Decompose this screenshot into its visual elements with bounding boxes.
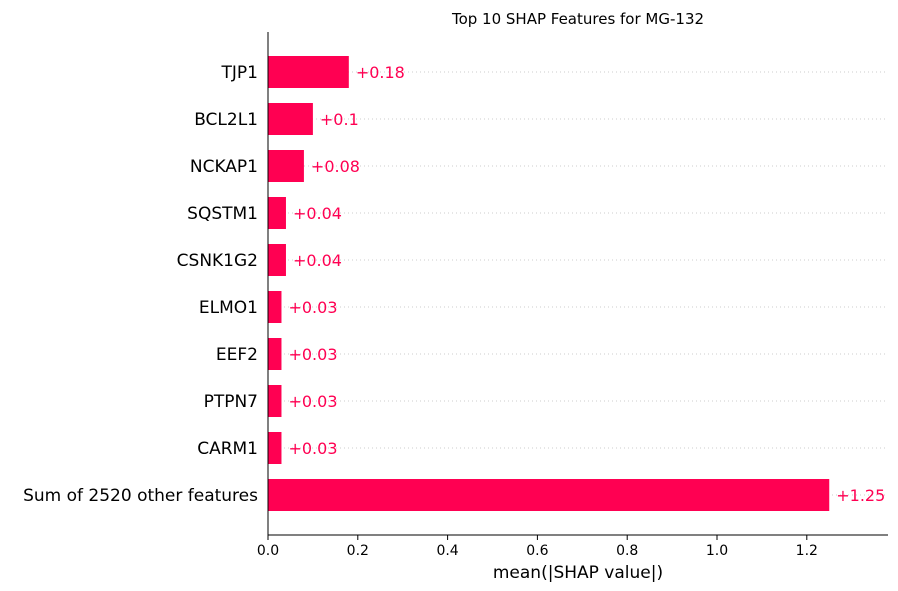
x-tick-label: 1.2 bbox=[796, 543, 818, 559]
value-label: +0.03 bbox=[288, 439, 337, 458]
category-label: NCKAP1 bbox=[190, 157, 258, 177]
bar bbox=[268, 197, 286, 229]
bar bbox=[268, 56, 349, 88]
value-label: +0.03 bbox=[288, 298, 337, 317]
category-label: BCL2L1 bbox=[194, 110, 258, 130]
value-label: +1.25 bbox=[836, 486, 885, 505]
category-label: TJP1 bbox=[221, 63, 258, 83]
value-label: +0.08 bbox=[311, 157, 360, 176]
bar bbox=[268, 291, 282, 323]
bar bbox=[268, 385, 282, 417]
category-label: PTPN7 bbox=[204, 392, 258, 412]
bar-group bbox=[268, 56, 830, 511]
bar bbox=[268, 103, 313, 135]
value-label: +0.1 bbox=[320, 110, 359, 129]
x-tick-label: 0.4 bbox=[436, 543, 458, 559]
category-label: EEF2 bbox=[216, 345, 258, 365]
category-label: SQSTM1 bbox=[187, 204, 258, 224]
x-tick-label: 0.0 bbox=[257, 543, 279, 559]
category-label: ELMO1 bbox=[199, 298, 258, 318]
value-label: +0.03 bbox=[288, 345, 337, 364]
chart-title: Top 10 SHAP Features for MG-132 bbox=[451, 10, 704, 28]
axes bbox=[267, 32, 888, 536]
value-labels: +0.18 +0.1 +0.08 +0.04 +0.04 +0.03 +0.03 +0.03 +… bbox=[288, 63, 885, 505]
x-tick-label: 1.0 bbox=[706, 543, 728, 559]
x-tick-label: 0.6 bbox=[526, 543, 548, 559]
x-ticks: 0.0 0.2 0.4 0.6 0.8 1.0 1.2 bbox=[257, 535, 818, 559]
x-tick-label: 0.8 bbox=[616, 543, 638, 559]
category-label: CARM1 bbox=[197, 439, 258, 459]
value-label: +0.04 bbox=[293, 204, 342, 223]
bar bbox=[268, 338, 282, 370]
x-tick-label: 0.2 bbox=[347, 543, 369, 559]
category-label: Sum of 2520 other features bbox=[23, 486, 258, 506]
bar bbox=[268, 244, 286, 276]
bar bbox=[268, 150, 304, 182]
x-axis-label: mean(|SHAP value|) bbox=[493, 563, 663, 583]
value-label: +0.04 bbox=[293, 251, 342, 270]
guide-lines bbox=[268, 71, 888, 496]
value-label: +0.03 bbox=[288, 392, 337, 411]
value-label: +0.18 bbox=[356, 63, 405, 82]
category-labels: TJP1 BCL2L1 NCKAP1 SQSTM1 CSNK1G2 ELMO1 EEF2 PT… bbox=[23, 63, 258, 506]
bar bbox=[268, 479, 830, 511]
bar bbox=[268, 432, 282, 464]
category-label: CSNK1G2 bbox=[177, 251, 258, 271]
